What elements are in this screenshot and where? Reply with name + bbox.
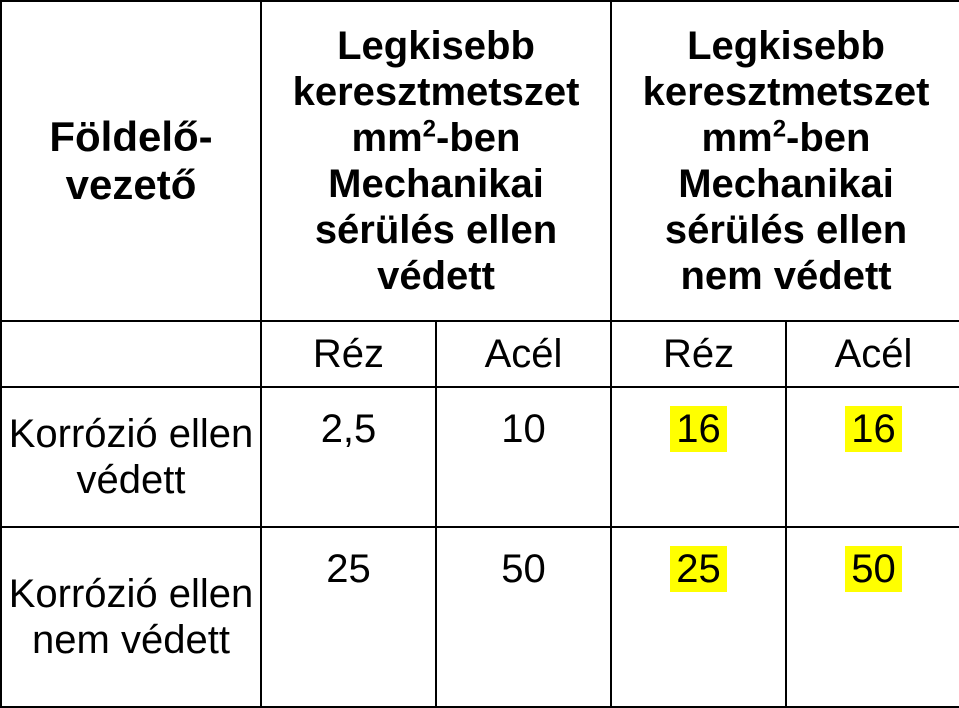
row1-c3: 16 bbox=[611, 387, 786, 527]
row2-label: Korrózió ellen nem védett bbox=[1, 527, 261, 707]
th2-line4: Mechanikai bbox=[678, 162, 894, 206]
th1-line3b: -ben bbox=[436, 116, 520, 160]
table-subheader-row: Réz Acél Réz Acél bbox=[1, 321, 959, 387]
row1-c2: 10 bbox=[436, 387, 611, 527]
th1-line3a: mm bbox=[352, 116, 423, 160]
row2-c1: 25 bbox=[261, 527, 436, 707]
row1-c4-hl: 16 bbox=[845, 406, 902, 452]
th2-line2: keresztmetszet bbox=[643, 70, 930, 114]
cross-section-table: Földelő- vezető Legkisebb keresztmetszet… bbox=[0, 0, 959, 708]
top-header-2: Legkisebb keresztmetszet mm2-ben Mechani… bbox=[611, 1, 959, 321]
th1-line4: Mechanikai bbox=[328, 162, 544, 206]
th1-line2: keresztmetszet bbox=[293, 70, 580, 114]
left-header-text: Földelő- vezető bbox=[49, 113, 212, 208]
table-row: Korrózió ellen védett 2,5 10 16 16 bbox=[1, 387, 959, 527]
subheader-c2: Acél bbox=[436, 321, 611, 387]
th2-line1: Legkisebb bbox=[687, 24, 885, 68]
th1-line5: sérülés ellen bbox=[315, 208, 557, 252]
th2-line5: sérülés ellen bbox=[665, 208, 907, 252]
th2-line3a: mm bbox=[702, 116, 773, 160]
subheader-empty bbox=[1, 321, 261, 387]
row1-label: Korrózió ellen védett bbox=[1, 387, 261, 527]
row2-c4: 50 bbox=[786, 527, 959, 707]
th1-line1: Legkisebb bbox=[337, 24, 535, 68]
subheader-c1: Réz bbox=[261, 321, 436, 387]
top-header-1: Legkisebb keresztmetszet mm2-ben Mechani… bbox=[261, 1, 611, 321]
th2-line3b: -ben bbox=[786, 116, 870, 160]
th2-sup: 2 bbox=[773, 116, 786, 143]
row1-c3-hl: 16 bbox=[670, 406, 727, 452]
left-header-cell: Földelő- vezető bbox=[1, 1, 261, 321]
row2-c3: 25 bbox=[611, 527, 786, 707]
th2-line6: nem védett bbox=[680, 254, 891, 298]
table-header-row: Földelő- vezető Legkisebb keresztmetszet… bbox=[1, 1, 959, 321]
row2-c4-hl: 50 bbox=[845, 546, 902, 592]
table-row: Korrózió ellen nem védett 25 50 25 50 bbox=[1, 527, 959, 707]
row1-c4: 16 bbox=[786, 387, 959, 527]
row2-c2: 50 bbox=[436, 527, 611, 707]
subheader-c3: Réz bbox=[611, 321, 786, 387]
row1-c1: 2,5 bbox=[261, 387, 436, 527]
subheader-c4: Acél bbox=[786, 321, 959, 387]
th1-sup: 2 bbox=[423, 116, 436, 143]
row2-c3-hl: 25 bbox=[670, 546, 727, 592]
th1-line6: védett bbox=[377, 254, 495, 298]
